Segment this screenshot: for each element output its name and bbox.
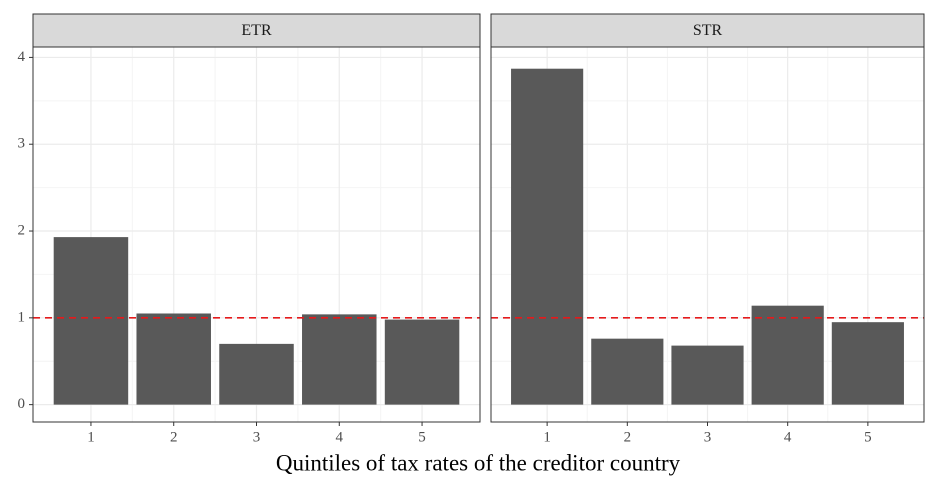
y-tick-label: 2 [18,222,26,238]
x-tick-label: 1 [543,429,551,445]
x-tick-label: 3 [704,429,712,445]
bar [384,319,460,405]
facet-strip [490,13,925,48]
x-tick-label: 4 [784,429,792,445]
bar [511,68,584,405]
bar [591,338,664,405]
bar [751,305,824,405]
x-tick-label: 5 [864,429,872,445]
x-tick-label: 3 [253,429,261,445]
x-tick-label: 4 [336,429,344,445]
bar [302,314,377,405]
facet-strip [32,13,481,48]
y-tick-label: 3 [18,136,26,152]
x-axis-label: Quintiles of tax rates of the creditor c… [276,450,681,475]
facet-title: ETR [241,22,272,39]
bar [136,313,211,405]
x-tick-label: 1 [87,429,95,445]
x-tick-label: 2 [624,429,632,445]
x-tick-label: 5 [418,429,426,445]
bar [831,322,904,405]
y-tick-label: 0 [18,396,26,412]
y-tick-label: 4 [18,49,26,65]
bar [53,237,129,405]
x-tick-label: 2 [170,429,178,445]
bar [671,345,744,405]
facet-title: STR [693,22,723,39]
y-tick-label: 1 [18,309,26,325]
bar [219,343,294,405]
